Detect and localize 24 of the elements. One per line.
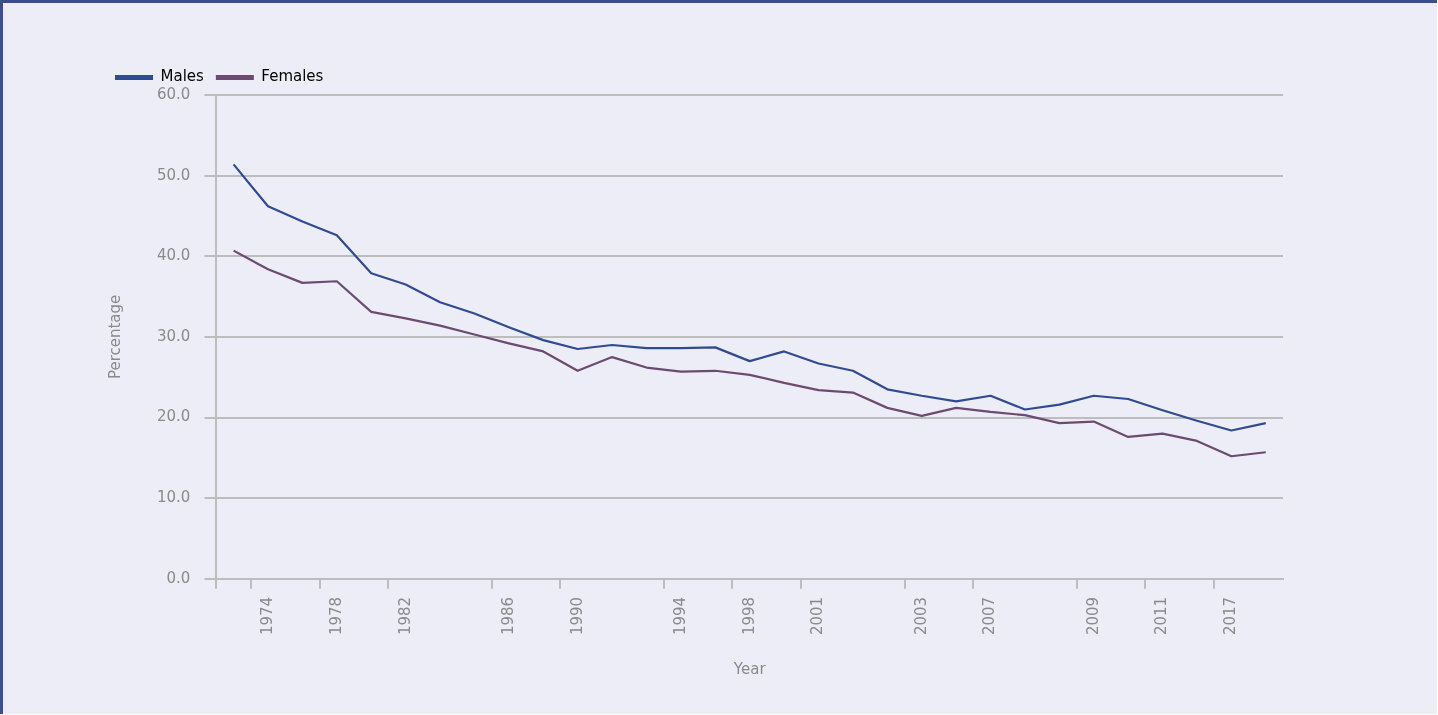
y-tick-label: 0.0	[166, 568, 191, 587]
y-tick-label: 60.0	[156, 84, 191, 103]
y-tick-label: 40.0	[156, 246, 191, 265]
x-tick-label: 1974	[257, 596, 276, 636]
y-tick-label: 30.0	[156, 326, 191, 345]
y-tick-label: 20.0	[156, 407, 191, 426]
legend-label: Females	[261, 67, 324, 86]
x-tick-label: 2017	[1221, 596, 1240, 636]
x-tick-label: 1978	[326, 596, 345, 636]
x-tick-label: 2011	[1152, 596, 1171, 636]
x-tick-label: 1990	[567, 596, 586, 636]
x-axis-title: Year	[732, 659, 767, 678]
x-tick-label: 1998	[739, 596, 758, 636]
y-tick-label: 10.0	[156, 488, 191, 507]
x-tick-label: 2001	[808, 596, 827, 636]
x-tick-label: 2009	[1083, 596, 1102, 636]
y-tick-label: 50.0	[156, 165, 191, 184]
x-tick-label: 1986	[498, 596, 517, 636]
x-tick-label: 2003	[911, 596, 930, 636]
legend-label: Males	[160, 67, 205, 86]
x-tick-label: 2007	[980, 596, 999, 636]
x-tick-label: 1994	[670, 596, 689, 636]
x-tick-label: 1982	[395, 596, 414, 636]
y-axis-title: Percentage	[105, 294, 124, 380]
